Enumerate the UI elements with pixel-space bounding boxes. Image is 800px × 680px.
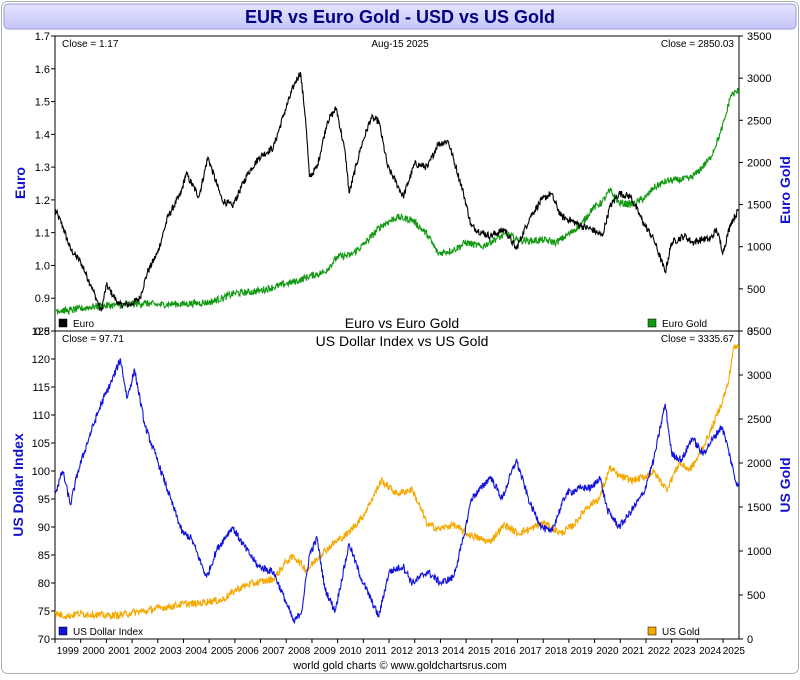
left-tick-label: 75 <box>38 606 50 618</box>
right-tick-label: 3000 <box>747 370 771 382</box>
left-tick-label: 1.1 <box>35 228 50 240</box>
x-tick-label: 2016 <box>494 646 517 657</box>
x-tick-label: 2005 <box>211 646 234 657</box>
left-tick-label: 115 <box>32 382 50 394</box>
left-tick-label: 70 <box>38 634 50 646</box>
series-line-us-dollar-index <box>55 358 739 624</box>
bottom-right-axis-title: US Gold <box>777 457 793 512</box>
x-tick-label: 2004 <box>185 646 208 657</box>
left-tick-label: 90 <box>38 522 50 534</box>
series-line-us-gold <box>55 343 739 621</box>
left-tick-label: 125 <box>32 326 50 338</box>
left-tick-label: 110 <box>32 410 50 422</box>
left-tick-label: 1.0 <box>35 260 50 272</box>
legend-swatch-us-gold <box>647 626 657 636</box>
series-line-euro <box>55 72 739 312</box>
chart-title: EUR vs Euro Gold - USD vs US Gold <box>245 7 555 27</box>
x-axis: 1999 2000 2001 2002 2003 2004 2005 2006 2007 2008… <box>54 639 746 657</box>
left-tick-label: 85 <box>38 550 50 562</box>
left-tick-label: 0.9 <box>35 293 50 305</box>
x-tick-label: 2015 <box>468 646 491 657</box>
x-tick-label: 2002 <box>134 646 157 657</box>
left-tick-label: 105 <box>32 438 50 450</box>
x-tick-label: 2017 <box>519 646 542 657</box>
legend-swatch-us-dollar-index <box>58 626 68 636</box>
right-tick-label: 1500 <box>747 502 771 514</box>
left-tick-label: 1.2 <box>35 195 50 207</box>
left-tick-label: 120 <box>32 354 50 366</box>
legend-swatch-euro-gold <box>647 318 657 328</box>
x-tick-label: 2019 <box>571 646 594 657</box>
x-tick-label: 2020 <box>596 646 619 657</box>
bottom-left-axis: 70 75 80 85 90 95 100 105 110 115 120 125 <box>32 326 55 646</box>
x-tick-label: 2007 <box>262 646 285 657</box>
legend-label-euro: Euro <box>73 319 95 330</box>
right-tick-label: 1000 <box>747 546 771 558</box>
x-tick-label: 2001 <box>108 646 131 657</box>
x-tick-label: 2011 <box>365 646 387 657</box>
left-tick-label: 80 <box>38 578 50 590</box>
right-tick-label: 3500 <box>747 31 771 43</box>
top-left-close: Close = 1.17 <box>62 39 119 50</box>
top-panel-title: Euro vs Euro Gold <box>345 315 459 331</box>
x-tick-label: 2018 <box>545 646 568 657</box>
right-tick-label: 500 <box>747 284 765 296</box>
series-line-euro-gold <box>55 87 739 316</box>
top-right-axis: 0 500 1000 1500 2000 2500 3000 3500 <box>739 31 771 338</box>
title-bar <box>3 3 797 30</box>
left-tick-label: 1.4 <box>35 129 50 141</box>
x-tick-label: 2010 <box>339 646 362 657</box>
left-tick-label: 100 <box>32 466 50 478</box>
left-tick-label: 1.7 <box>35 31 50 43</box>
bottom-panel-title: US Dollar Index vs US Gold <box>316 333 489 349</box>
right-tick-label: 1500 <box>747 200 771 212</box>
right-tick-label: 3000 <box>747 73 771 85</box>
x-tick-label: 2003 <box>160 646 183 657</box>
left-tick-label: 95 <box>38 494 50 506</box>
x-tick-label: 1999 <box>57 646 80 657</box>
x-tick-label: 2025 <box>723 646 746 657</box>
left-tick-label: 0.8 <box>35 326 50 338</box>
top-right-close: Close = 2850.03 <box>661 39 735 50</box>
right-tick-label: 2500 <box>747 414 771 426</box>
left-tick-label: 1.6 <box>35 64 50 76</box>
legend-swatch-euro <box>58 318 68 328</box>
x-tick-label: 2022 <box>648 646 671 657</box>
right-tick-label: 2500 <box>747 115 771 127</box>
x-tick-label: 2024 <box>699 646 722 657</box>
x-tick-label: 2000 <box>82 646 105 657</box>
x-tick-label: 2006 <box>237 646 260 657</box>
right-tick-label: 0 <box>747 634 753 646</box>
legend-label-euro-gold: Euro Gold <box>662 319 707 330</box>
top-left-axis: 0.8 0.9 1.0 1.1 1.2 1.3 1.4 1.5 1.6 1.7 <box>35 31 55 338</box>
top-right-axis-title: Euro Gold <box>777 156 793 224</box>
right-tick-label: 2000 <box>747 458 771 470</box>
bottom-right-axis: 0 500 1000 1500 2000 2500 3000 3500 <box>739 326 771 646</box>
date-label: Aug-15 2025 <box>371 39 429 50</box>
x-tick-label: 2023 <box>673 646 696 657</box>
bottom-left-close: Close = 97.71 <box>62 334 124 345</box>
x-tick-label: 2014 <box>442 646 465 657</box>
right-tick-label: 1000 <box>747 242 771 254</box>
x-tick-label: 2013 <box>416 646 439 657</box>
right-tick-label: 500 <box>747 590 765 602</box>
right-tick-label: 0 <box>747 326 753 338</box>
x-tick-label: 2021 <box>622 646 645 657</box>
legend-label-us-dollar-index: US Dollar Index <box>73 627 143 638</box>
right-tick-label: 3500 <box>747 326 771 338</box>
x-tick-label: 2008 <box>288 646 311 657</box>
bottom-left-axis-title: US Dollar Index <box>10 433 26 537</box>
x-tick-label: 2012 <box>391 646 414 657</box>
top-left-axis-title: Euro <box>12 167 28 199</box>
bottom-panel-frame <box>54 330 740 640</box>
left-tick-label: 1.3 <box>35 162 50 174</box>
right-tick-label: 2000 <box>747 157 771 169</box>
footer-credit: world gold charts © www.goldchartsrus.co… <box>292 660 507 672</box>
bottom-right-close: Close = 3335.67 <box>661 334 735 345</box>
left-tick-label: 1.5 <box>35 97 50 109</box>
legend-label-us-gold: US Gold <box>662 627 700 638</box>
x-tick-label: 2009 <box>314 646 337 657</box>
